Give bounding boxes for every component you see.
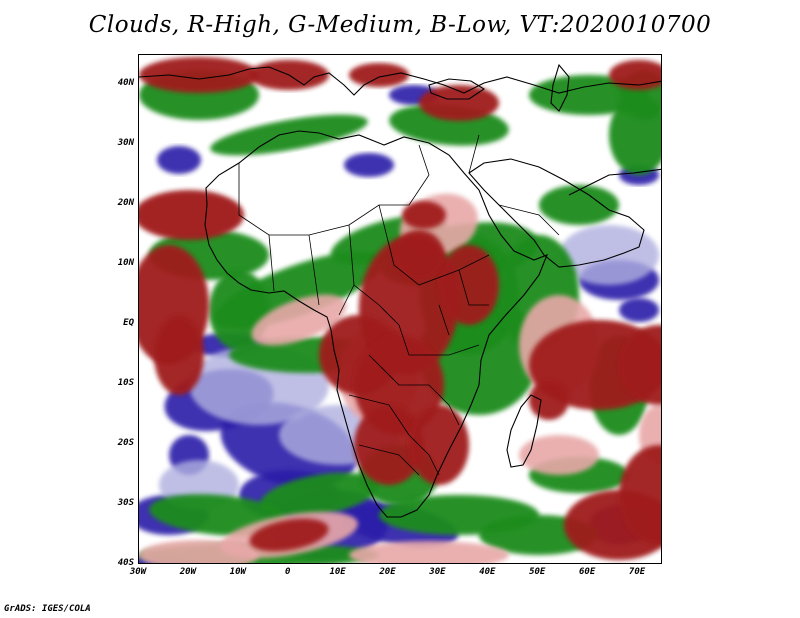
border-lines (238, 134, 560, 476)
lon-tick-label: 70E (628, 567, 646, 577)
high-cloud-patch (402, 201, 446, 229)
lat-tick-label: 20N (117, 198, 134, 208)
high-cloud-patch (409, 405, 469, 485)
caspian-coastline (550, 63, 570, 112)
low-cloud-patch (619, 298, 659, 322)
low-cloud-patch (157, 146, 201, 174)
low-cloud-patch (344, 153, 394, 177)
lon-tick-label: 30E (429, 567, 446, 577)
lon-tick-label: 30W (129, 567, 147, 577)
lat-tick-label: 40N (117, 78, 134, 88)
lon-tick-label: 50E (529, 567, 546, 577)
iran-coastline (568, 168, 661, 196)
lat-tick-label: 30N (117, 138, 134, 148)
cloud-map (139, 57, 661, 563)
medium-cloud-patch (539, 185, 619, 225)
lon-tick-label: 60E (579, 567, 596, 577)
high-cloud-patch (249, 518, 329, 552)
coastline-layer (139, 63, 661, 518)
high-cloud-light-patch (139, 540, 259, 563)
lat-tick-label: 30S (117, 498, 134, 508)
high-cloud-patch (394, 230, 444, 280)
lat-tick-label: 20S (117, 438, 134, 448)
credit-text: GrADS: IGES/COLA (4, 604, 91, 614)
high-cloud-light-patch (519, 435, 599, 475)
lat-tick-label: 10S (117, 378, 134, 388)
high-cloud-patch (619, 325, 661, 405)
high-cloud-patch (439, 245, 499, 325)
lon-tick-label: 20W (179, 567, 197, 577)
high-cloud-patch (139, 57, 259, 93)
arabia-coastline (468, 158, 645, 268)
high-cloud-patch (139, 190, 244, 240)
high-cloud-patch (419, 85, 499, 121)
medium-cloud-patch (259, 472, 379, 518)
high-cloud-patch (529, 380, 569, 420)
high-cloud-patch (609, 60, 661, 90)
lat-tick-label: 40S (117, 558, 134, 568)
black-sea-coastline (428, 78, 486, 100)
lon-tick-label: 40E (479, 567, 496, 577)
high-cloud-patch (354, 405, 424, 485)
high-cloud-patch (619, 445, 661, 545)
high-cloud-light-patch (251, 294, 347, 346)
high-cloud-patch (154, 315, 204, 395)
lon-tick-label: 10E (329, 567, 346, 577)
lon-tick-label: 20E (379, 567, 396, 577)
low-cloud-thin-patch (559, 225, 659, 285)
lat-tick-label: EQ (123, 318, 134, 328)
high-cloud-light-patch (349, 541, 509, 563)
lon-tick-label: 0 (284, 567, 291, 577)
medium-cloud-patch (379, 495, 539, 535)
madagascar-coastline (506, 394, 542, 468)
africa-coastline (204, 130, 548, 518)
europe-coastline (139, 66, 661, 96)
map-frame (138, 54, 662, 564)
page-title: Clouds, R-High, G-Medium, B-Low, VT:2020… (88, 12, 712, 38)
high-cloud-patch (349, 63, 409, 87)
lon-tick-label: 10W (229, 567, 246, 577)
medium-cloud-patch (210, 114, 368, 156)
lat-tick-label: 10N (117, 258, 134, 268)
